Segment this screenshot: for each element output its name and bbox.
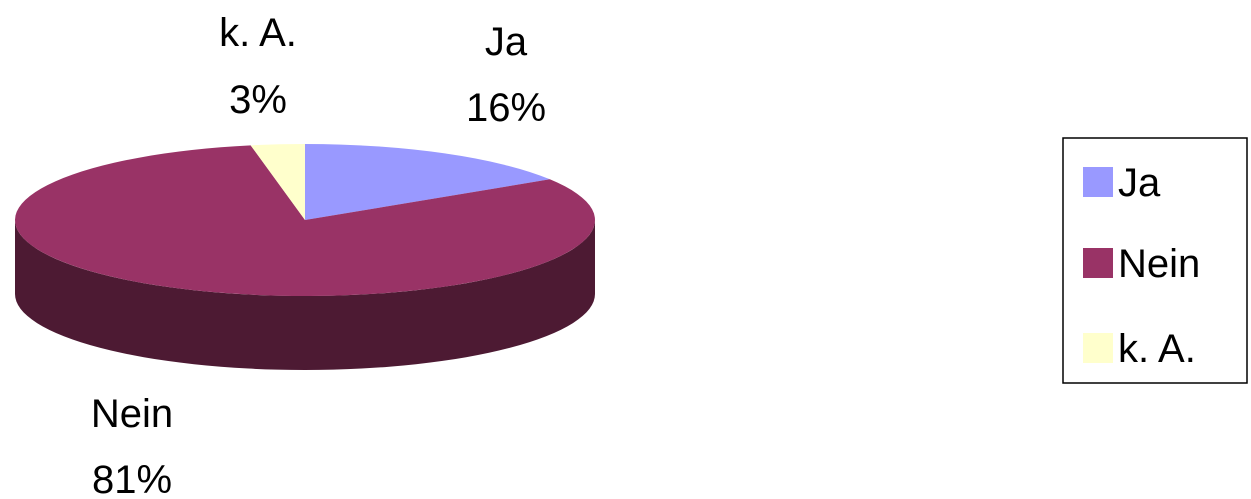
slice-label-ja-name: Ja xyxy=(485,20,528,64)
slice-label-ka-percent: 3% xyxy=(229,78,287,122)
pie-slice-ja xyxy=(305,144,550,220)
legend-swatch-nein xyxy=(1083,248,1113,278)
slice-label-ja: Ja 16% xyxy=(466,20,546,130)
pie-slice-nein xyxy=(15,145,596,297)
pie-top-faces xyxy=(15,144,596,297)
pie-side-nein xyxy=(15,220,595,370)
legend-swatch-ka xyxy=(1083,333,1113,363)
pie-slice-k-a xyxy=(250,144,305,220)
pie-side-walls xyxy=(15,220,595,370)
legend-label-ka: k. A. xyxy=(1118,327,1196,371)
slice-label-nein-name: Nein xyxy=(91,392,173,436)
legend-swatch-ja xyxy=(1083,167,1113,197)
legend-label-nein: Nein xyxy=(1118,242,1200,286)
slice-label-nein-percent: 81% xyxy=(92,458,172,499)
slice-label-ka-name: k. A. xyxy=(219,11,297,55)
slice-label-ka: k. A. 3% xyxy=(219,11,297,122)
legend-label-ja: Ja xyxy=(1118,161,1161,205)
legend: Ja Nein k. A. xyxy=(1062,137,1248,384)
slice-label-nein: Nein 81% xyxy=(91,392,173,499)
slice-label-ja-percent: 16% xyxy=(466,86,546,130)
